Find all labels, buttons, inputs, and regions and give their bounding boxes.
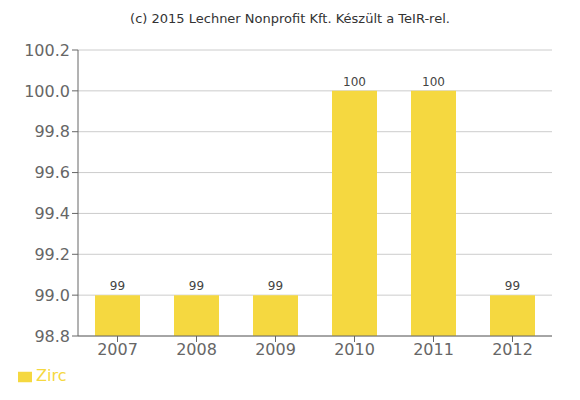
html-text:Zirc: Zirc <box>36 366 67 385</box>
svg-text:99: 99 <box>268 279 283 293</box>
svg-text:100.2: 100.2 <box>24 41 70 60</box>
svg-text:99: 99 <box>189 279 204 293</box>
svg-text:2009: 2009 <box>255 340 296 359</box>
svg-text:2010: 2010 <box>334 340 375 359</box>
svg-text:99: 99 <box>110 279 125 293</box>
html-text:(c) 2015 Lechner Nonprofit Kft: (c) 2015 Lechner Nonprofit Kft. Készült … <box>130 11 450 26</box>
svg-text:100: 100 <box>343 75 366 89</box>
svg-text:2007: 2007 <box>97 340 138 359</box>
svg-text:2011: 2011 <box>413 340 454 359</box>
svg-text:100.0: 100.0 <box>24 82 70 101</box>
svg-text:2008: 2008 <box>176 340 217 359</box>
svg-text:99.0: 99.0 <box>34 286 70 305</box>
svg-text:99.8: 99.8 <box>34 122 70 141</box>
svg-text:99.6: 99.6 <box>34 163 70 182</box>
svg-text:99.4: 99.4 <box>34 204 70 223</box>
svg-text:99.2: 99.2 <box>34 245 70 264</box>
svg-text:100: 100 <box>422 75 445 89</box>
svg-text:2012: 2012 <box>492 340 533 359</box>
svg-text:98.8: 98.8 <box>34 327 70 346</box>
svg-text:99: 99 <box>505 279 520 293</box>
